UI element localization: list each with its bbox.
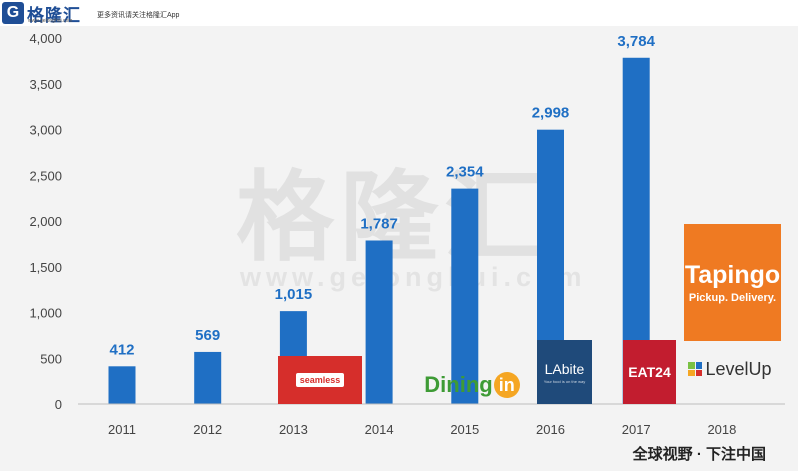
seamless-logo-text: seamless bbox=[295, 373, 345, 387]
bar-2014 bbox=[365, 240, 393, 404]
x-tick-label-2012: 2012 bbox=[193, 422, 222, 437]
seamless-logo: seamless bbox=[278, 356, 362, 404]
gelonghui-logo: G 格隆汇 www.gelonghui.com bbox=[2, 1, 81, 25]
x-tick-label-2018: 2018 bbox=[707, 422, 736, 437]
y-tick-label: 0 bbox=[55, 397, 62, 412]
labite-logo-text: LAbite bbox=[544, 360, 585, 377]
data-label-2011: 412 bbox=[109, 341, 134, 358]
header-tagline: 更多资讯请关注格隆汇App bbox=[97, 12, 180, 19]
levelup-logo: LevelUp bbox=[688, 356, 772, 382]
logo-mark: G bbox=[2, 2, 24, 24]
y-tick-label: 2,000 bbox=[29, 214, 62, 229]
labite-logo-sub: Your food is on the way bbox=[543, 378, 586, 384]
levelup-icon bbox=[688, 362, 703, 376]
x-axis: 2011 2012 2013 2014 2015 2016 2017 2018 bbox=[78, 403, 785, 437]
diningin-logo-suffix: in bbox=[493, 372, 520, 398]
tapingo-logo-sub: Pickup. Delivery. bbox=[688, 292, 777, 304]
eat24-logo-text: EAT24 bbox=[628, 364, 671, 380]
y-tick-label: 3,500 bbox=[29, 77, 62, 92]
y-tick-label: 1,000 bbox=[29, 306, 62, 321]
data-label-2013: 1,015 bbox=[275, 286, 313, 303]
y-tick-label: 3,000 bbox=[29, 123, 62, 138]
y-axis: 0 500 1,000 1,500 2,000 2,500 3,000 3,500 4,000 bbox=[29, 31, 62, 412]
data-label-2017: 3,784 bbox=[617, 33, 655, 50]
logo-url: www.gelonghui.com bbox=[28, 18, 73, 24]
eat24-logo: EAT24 bbox=[623, 340, 676, 404]
diningin-logo: Dining in bbox=[416, 369, 528, 401]
footer-slogan: 全球视野 · 下注中国 bbox=[632, 446, 766, 463]
x-tick-label-2015: 2015 bbox=[450, 422, 479, 437]
bar-2011 bbox=[108, 366, 136, 404]
data-label-2012: 569 bbox=[195, 327, 220, 344]
x-tick-label-2016: 2016 bbox=[536, 422, 565, 437]
logo-name: 格隆汇 bbox=[27, 5, 81, 25]
levelup-logo-text: LevelUp bbox=[705, 358, 772, 379]
x-tick-label-2011: 2011 bbox=[108, 422, 136, 437]
bar-2015 bbox=[451, 188, 479, 404]
y-tick-label: 2,500 bbox=[29, 168, 62, 183]
tapingo-logo: Tapingo Pickup. Delivery. bbox=[684, 224, 781, 341]
header-band bbox=[0, 0, 798, 26]
data-label-2014: 1,787 bbox=[360, 215, 398, 232]
x-tick-label-2013: 2013 bbox=[279, 422, 308, 437]
y-tick-label: 1,500 bbox=[29, 260, 62, 275]
data-label-2015: 2,354 bbox=[446, 164, 484, 181]
labite-logo: LAbite Your food is on the way bbox=[537, 340, 592, 404]
y-tick-label: 500 bbox=[40, 351, 62, 366]
data-label-2016: 2,998 bbox=[532, 105, 570, 122]
diningin-logo-text: Dining bbox=[424, 372, 493, 397]
x-tick-label-2014: 2014 bbox=[365, 422, 394, 437]
x-tick-label-2017: 2017 bbox=[622, 422, 651, 437]
tapingo-logo-text: Tapingo bbox=[684, 261, 781, 289]
bar-2012 bbox=[194, 351, 222, 404]
data-labels-group: 412 569 1,015 1,787 2,354 2,998 3,784 bbox=[109, 33, 655, 359]
y-tick-label: 4,000 bbox=[29, 31, 62, 46]
